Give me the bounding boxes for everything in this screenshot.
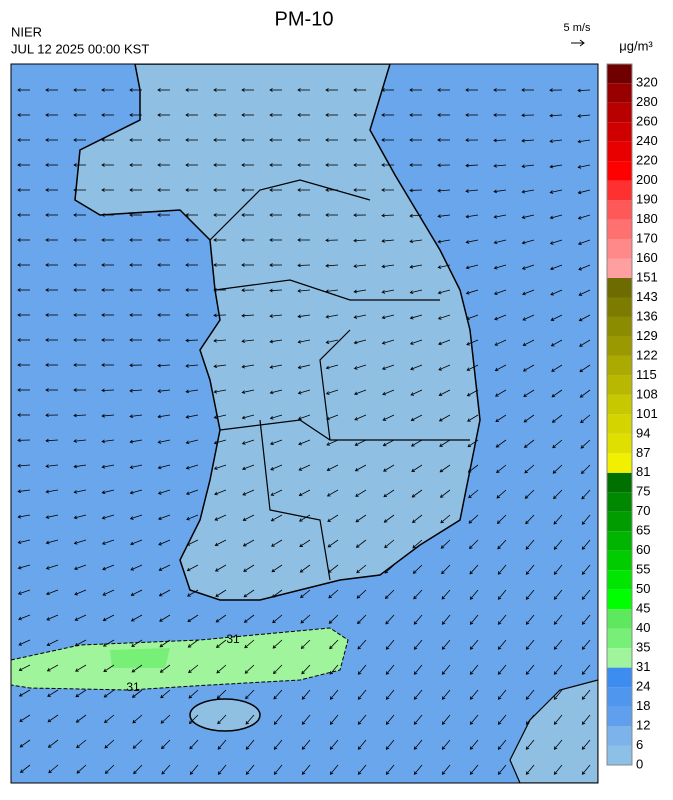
colorbar-label: 180 xyxy=(636,211,658,226)
colorbar: 0 6 12 18 24 31 35 40 45 50 55 60 65 70 75 81 87 94 101 108… xyxy=(607,64,658,771)
colorbar-label: 6 xyxy=(636,737,643,752)
title: PM-10 xyxy=(275,8,334,30)
colorbar-label: 40 xyxy=(636,620,650,635)
colorbar-segment xyxy=(607,531,632,550)
map: 31 31 xyxy=(11,64,598,783)
colorbar-label: 136 xyxy=(636,308,658,323)
colorbar-label: 0 xyxy=(636,756,643,771)
colorbar-segment xyxy=(607,297,632,316)
colorbar-segment xyxy=(607,414,632,433)
colorbar-segment xyxy=(607,161,632,180)
colorbar-label: 18 xyxy=(636,698,650,713)
colorbar-label: 101 xyxy=(636,406,658,421)
colorbar-label: 108 xyxy=(636,386,658,401)
pm-patch xyxy=(110,648,170,668)
colorbar-label: 220 xyxy=(636,153,658,168)
colorbar-segment xyxy=(607,512,632,531)
contour-label: 31 xyxy=(226,632,240,646)
colorbar-segment xyxy=(607,103,632,122)
contour-label: 31 xyxy=(126,680,140,694)
colorbar-segment xyxy=(607,434,632,453)
colorbar-label: 81 xyxy=(636,464,650,479)
unit: μg/m³ xyxy=(619,38,653,53)
wind-arrow xyxy=(494,140,506,141)
colorbar-segment xyxy=(607,278,632,297)
colorbar-segment xyxy=(607,570,632,589)
colorbar-label: 260 xyxy=(636,114,658,129)
colorbar-segment xyxy=(607,142,632,161)
colorbar-segment xyxy=(607,551,632,570)
colorbar-label: 160 xyxy=(636,250,658,265)
colorbar-label: 190 xyxy=(636,192,658,207)
wind-arrow xyxy=(298,265,310,266)
colorbar-segment xyxy=(607,746,632,765)
colorbar-segment xyxy=(607,629,632,648)
colorbar-label: 75 xyxy=(636,484,650,499)
colorbar-segment xyxy=(607,83,632,102)
colorbar-label: 55 xyxy=(636,562,650,577)
colorbar-label: 320 xyxy=(636,75,658,90)
wind-scale-arrow xyxy=(571,40,584,46)
colorbar-segment xyxy=(607,220,632,239)
colorbar-segment xyxy=(607,336,632,355)
jeju-island xyxy=(190,699,260,731)
colorbar-label: 12 xyxy=(636,717,650,732)
colorbar-label: 115 xyxy=(636,367,657,382)
colorbar-label: 87 xyxy=(636,445,650,460)
agency: NIER xyxy=(11,24,42,39)
colorbar-segment xyxy=(607,395,632,414)
colorbar-segment xyxy=(607,473,632,492)
colorbar-label: 50 xyxy=(636,581,650,596)
colorbar-segment xyxy=(607,668,632,687)
colorbar-segment xyxy=(607,317,632,336)
colorbar-label: 129 xyxy=(636,328,658,343)
colorbar-segment xyxy=(607,609,632,628)
colorbar-segment xyxy=(607,356,632,375)
colorbar-segment xyxy=(607,726,632,745)
datetime: JUL 12 2025 00:00 KST xyxy=(11,41,149,56)
colorbar-label: 60 xyxy=(636,542,650,557)
colorbar-segment xyxy=(607,181,632,200)
colorbar-label: 240 xyxy=(636,133,658,148)
colorbar-segment xyxy=(607,375,632,394)
colorbar-segment xyxy=(607,590,632,609)
colorbar-segment xyxy=(607,259,632,278)
colorbar-segment xyxy=(607,453,632,472)
colorbar-label: 170 xyxy=(636,230,658,245)
colorbar-segment xyxy=(607,687,632,706)
colorbar-label: 200 xyxy=(636,172,658,187)
wind-scale-label: 5 m/s xyxy=(564,22,591,34)
colorbar-label: 70 xyxy=(636,503,650,518)
colorbar-label: 122 xyxy=(636,347,658,362)
colorbar-segment xyxy=(607,200,632,219)
colorbar-label: 94 xyxy=(636,425,650,440)
colorbar-label: 280 xyxy=(636,94,658,109)
colorbar-segment xyxy=(607,648,632,667)
colorbar-label: 31 xyxy=(636,659,650,674)
colorbar-segment xyxy=(607,122,632,141)
colorbar-label: 45 xyxy=(636,601,650,616)
colorbar-label: 24 xyxy=(636,679,650,694)
colorbar-label: 151 xyxy=(636,269,658,284)
colorbar-label: 143 xyxy=(636,289,658,304)
colorbar-segment xyxy=(607,64,632,83)
colorbar-segment xyxy=(607,239,632,258)
colorbar-label: 65 xyxy=(636,523,650,538)
colorbar-segment xyxy=(607,492,632,511)
colorbar-segment xyxy=(607,707,632,726)
colorbar-label: 35 xyxy=(636,640,650,655)
